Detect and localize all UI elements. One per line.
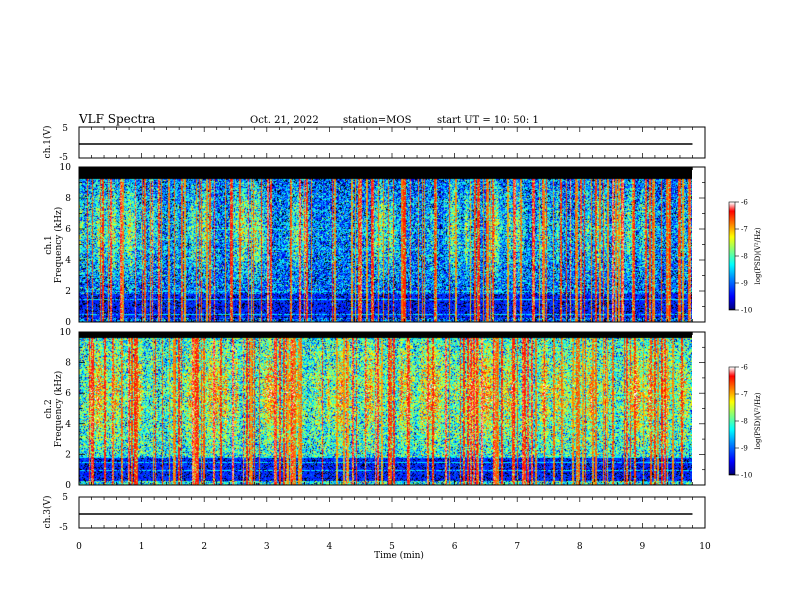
ch3-ytick-top: 5: [62, 493, 68, 503]
spectrogram-ytick-label: 10: [60, 328, 72, 338]
colorbar-tick-label: -9: [741, 445, 748, 453]
spectrogram-ytick-label: 6: [65, 225, 71, 235]
ch3-ytick-bottom: -5: [59, 523, 68, 533]
spectrogram-ytick-label: 0: [65, 481, 71, 491]
ch1-ytick-top: 5: [62, 124, 68, 134]
colorbar-tick-label: -7: [741, 391, 748, 399]
colorbar-tick-label: -10: [741, 307, 752, 315]
x-tick-label: 1: [139, 542, 145, 552]
x-tick-label: 5: [389, 542, 395, 552]
ch2-spectrogram-panel: 0 2 4 6 8 10 ch.2 Frequency (kHz): [44, 328, 706, 491]
spectrogram-ytick-label: 2: [65, 450, 71, 460]
colorbar-tick-label: -7: [741, 226, 748, 234]
ch1-waveform-ylabel: ch.1(V): [42, 126, 53, 159]
ch2-spectrogram-ylabel-freq: Frequency (kHz): [53, 371, 64, 448]
spectrogram-ytick-label: 8: [65, 359, 71, 369]
ch1-waveform-panel: 5 -5 ch.1(V): [42, 124, 706, 163]
ch3-waveform-ylabel: ch.3(V): [42, 496, 53, 529]
spectrogram-ytick-label: 2: [65, 287, 71, 297]
ch2-colorbar-label: log(PSD)(V²/Hz): [754, 392, 762, 449]
ch1-colorbar-gradient: [729, 202, 735, 310]
colorbar-tick-label: -6: [741, 364, 748, 372]
x-tick-label: 3: [264, 542, 270, 552]
spectrogram-ytick-label: 4: [65, 420, 71, 430]
x-axis-label: Time (min): [374, 550, 424, 561]
spectrogram-ytick-label: 8: [65, 194, 71, 204]
x-tick-label: 6: [452, 542, 458, 552]
colorbar-tick-label: -9: [741, 280, 748, 288]
x-tick-label: 2: [201, 542, 207, 552]
ch1-ytick-bottom: -5: [59, 153, 68, 163]
x-tick-label: 4: [327, 542, 333, 552]
ch1-colorbar: -6 -7 -8 -9 -10 log(PSD)(V²/Hz): [728, 199, 762, 315]
ch3-waveform-panel: 5 -5 ch.3(V): [42, 493, 706, 533]
ch1-spectrogram-image: [79, 167, 692, 322]
station-label: station=MOS: [343, 115, 412, 126]
x-tick-label: 10: [699, 542, 711, 552]
ch2-colorbar-gradient: [729, 367, 735, 475]
ch2-spectrogram-image: [79, 332, 692, 485]
start-time-label: start UT = 10: 50: 1: [437, 115, 539, 126]
colorbar-tick-label: -10: [741, 472, 752, 480]
colorbar-tick-label: -8: [741, 418, 748, 426]
ch1-spectrogram-ylabel-freq: Frequency (kHz): [53, 207, 64, 284]
ch2-spectrogram-ylabel-channel: ch.2: [44, 399, 54, 418]
spectrogram-ytick-label: 0: [65, 318, 71, 328]
spectrogram-ytick-label: 10: [60, 163, 72, 173]
ch2-colorbar: -6 -7 -8 -9 -10 log(PSD)(V²/Hz): [728, 364, 762, 480]
figure-title: VLF Spectra: [78, 112, 155, 126]
spectrogram-ytick-label: 4: [65, 256, 71, 266]
date-label: Oct. 21, 2022: [250, 115, 319, 126]
x-tick-label: 8: [577, 542, 583, 552]
x-tick-label: 0: [76, 542, 82, 552]
ch1-spectrogram-ylabel-channel: ch.1: [44, 235, 54, 254]
spectrogram-ytick-label: 6: [65, 389, 71, 399]
ch1-spectrogram-panel: 0 2 4 6 8 10 ch.1 Frequency (kHz): [44, 163, 706, 328]
colorbar-tick-label: -6: [741, 199, 748, 207]
x-axis: 0 1 2 3 4 5 6 7 8 9 10: [76, 542, 711, 552]
ch1-colorbar-label: log(PSD)(V²/Hz): [754, 227, 762, 284]
x-tick-label: 7: [514, 542, 520, 552]
x-tick-label: 9: [640, 542, 646, 552]
colorbar-tick-label: -8: [741, 253, 748, 261]
